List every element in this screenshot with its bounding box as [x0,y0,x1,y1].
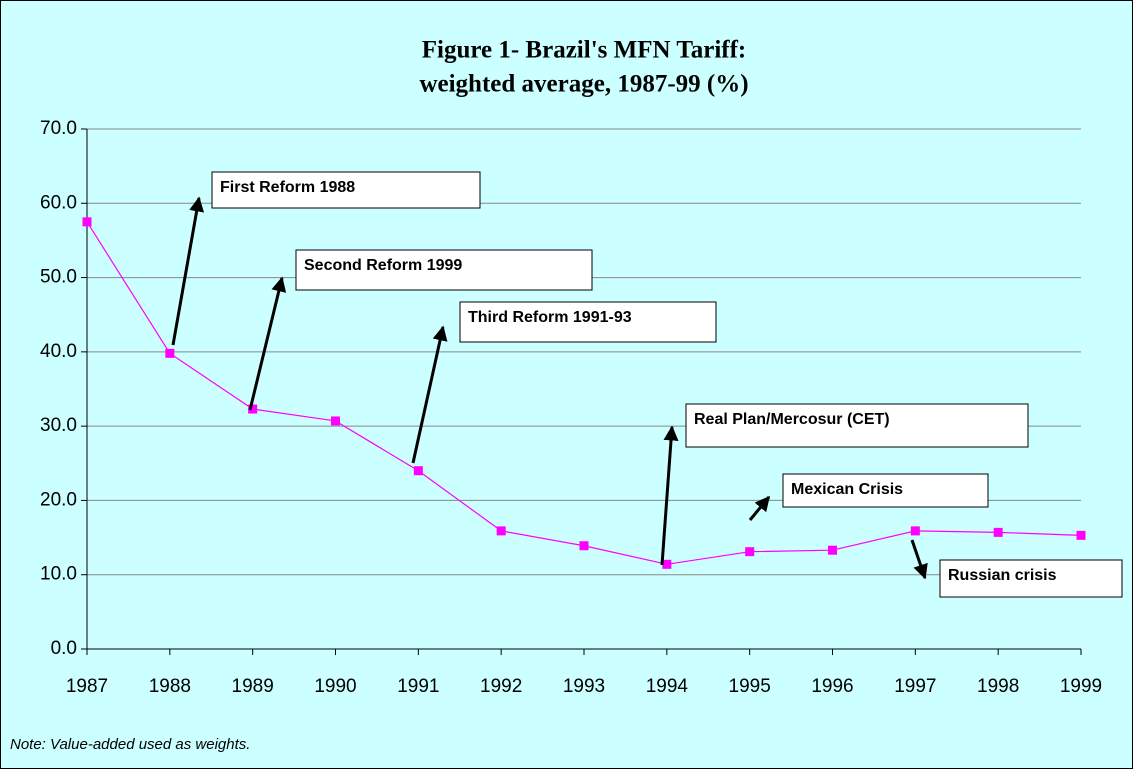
data-point [828,545,837,555]
annotation-text: Mexican Crisis [791,481,903,498]
y-tick-label: 70.0 [40,118,77,139]
data-point [662,559,672,569]
y-tick-label: 20.0 [40,489,77,510]
x-tick-label: 1992 [480,676,522,697]
annotation-box [782,473,989,508]
note: Note: Value-added used as weights. [10,736,250,753]
annotation-box [939,559,1123,598]
data-point [579,541,589,551]
chart-title: weighted average, 1987-99 (%) [419,71,748,98]
annotation-text: Third Reform 1991-93 [468,309,632,326]
x-tick-label: 1994 [646,676,689,697]
x-tick-label: 1991 [397,676,439,697]
x-tick-label: 1996 [811,676,853,697]
annotation-arrow [910,539,928,580]
data-point [496,526,506,536]
y-tick-label: 10.0 [40,564,77,585]
chart-title: Figure 1- Brazil's MFN Tariff: [422,37,747,64]
x-tick-label: 1990 [314,676,356,697]
x-tick-label: 1999 [1060,676,1102,697]
x-tick-label: 1988 [149,676,191,697]
data-point [331,416,340,426]
x-tick-label: 1987 [66,676,108,697]
annotation-arrow [748,495,771,521]
annotation-box [211,171,481,209]
data-point [413,466,423,476]
annotation-text: Second Reform 1999 [304,257,462,274]
annotation-box [685,403,1029,448]
y-tick-label: 0.0 [51,638,77,659]
y-tick-label: 30.0 [40,415,77,436]
x-tick-label: 1989 [232,676,274,697]
x-tick-label: 1998 [977,676,1019,697]
annotation-arrow [248,276,287,411]
annotation-text: Russian crisis [948,567,1057,584]
annotation-arrow [411,325,448,464]
x-tick-label: 1997 [894,676,936,697]
data-point [1076,530,1086,540]
y-tick-label: 60.0 [40,192,77,213]
data-point [248,404,258,414]
y-tick-label: 40.0 [40,341,77,362]
x-tick-label: 1995 [729,676,771,697]
data-point [82,217,92,227]
annotation-arrow [660,425,679,566]
annotation-box [295,249,593,291]
annotation-box [459,301,717,343]
data-point [910,526,920,536]
annotation-arrow [171,196,205,346]
annotation-text: Real Plan/Mercosur (CET) [694,411,890,428]
data-point [993,527,1003,537]
data-point [745,547,755,557]
data-point [165,348,175,358]
x-tick-label: 1993 [563,676,605,697]
y-tick-label: 50.0 [40,267,77,288]
annotation-text: First Reform 1988 [220,179,355,196]
